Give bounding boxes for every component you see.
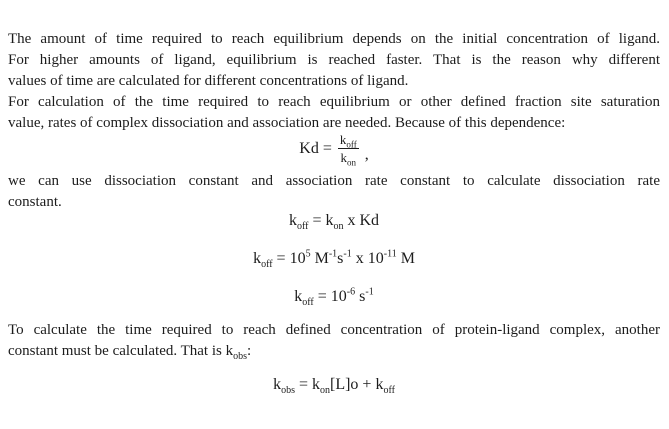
equation-koff-definition: koff = kon x Kd [288,212,380,233]
text-line: To calculate the time required to reach … [8,322,660,338]
text-line: The amount of time required to reach equ… [8,31,660,47]
paragraph-dissociation-rate: we can use dissociation constant and ass… [8,171,660,213]
text-line: For higher amounts of ligand, equilibriu… [8,52,660,68]
fraction-numerator: koff [337,132,359,150]
text-line: values of time are calculated for differ… [8,73,409,89]
equation-kd-suffix: , [364,145,369,163]
equation-kd-lhs: Kd = [299,139,332,157]
text-line: constant must be calculated. That is kob… [8,343,252,362]
equation-kobs-definition: kobs = kon[L]o + koff [273,376,395,397]
paragraph-equilibrium-time: The amount of time required to reach equ… [8,29,660,92]
text-line: constant. [8,194,62,210]
equation-koff-result: koff = 10-6 s-1 [294,286,374,309]
paragraph-calculation-rates: For calculation of the time required to … [8,92,660,134]
text-line: value, rates of complex dissociation and… [8,115,566,131]
equation-koff-numeric: koff = 105 M-1s-1 x 10-11 M [253,248,415,271]
text-line: we can use dissociation constant and ass… [8,173,660,189]
paragraph-kobs: To calculate the time required to reach … [8,320,660,362]
fraction-denominator: kon [340,150,357,168]
fraction-koff-over-kon: koff kon [337,132,359,168]
text-line: For calculation of the time required to … [8,94,660,110]
equation-kd-definition: Kd = koff kon , [8,130,660,168]
